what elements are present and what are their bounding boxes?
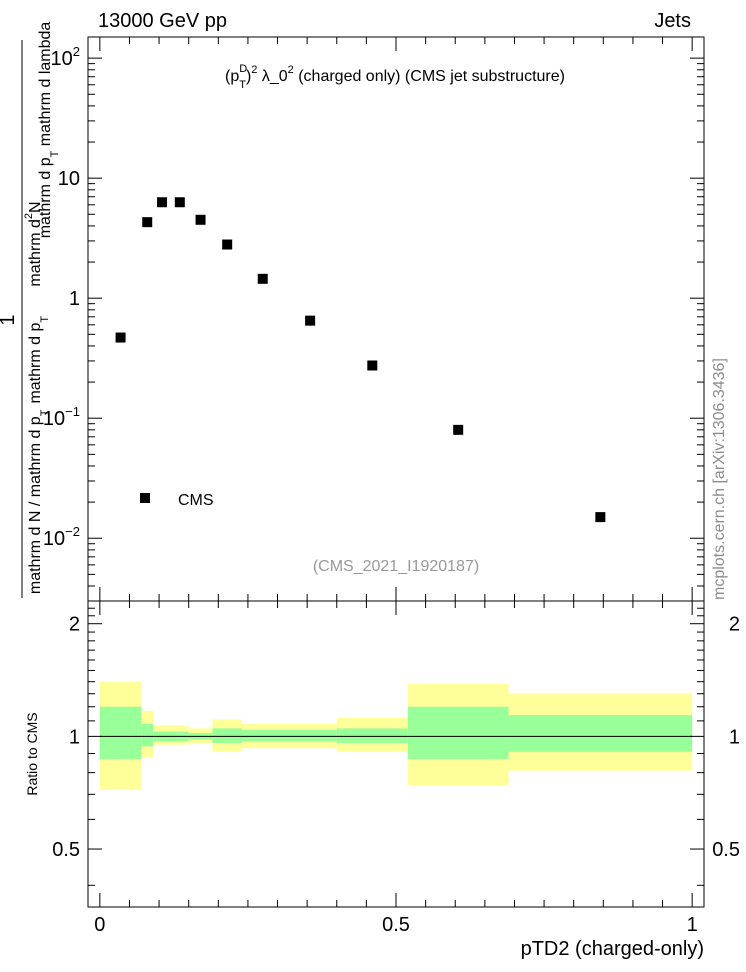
ratio-y-tick-label-left: 0.5	[52, 839, 80, 861]
cms-data-point-7	[305, 315, 316, 326]
mcplots-side-label: mcplots.cern.ch [arXiv:1306.3436]	[711, 358, 728, 600]
ratio-x-tick-label: 1	[687, 914, 698, 936]
stat-uncertainty-band-6	[336, 728, 408, 744]
main-y-ticks: 102 10 1 10−1 10−2	[43, 44, 704, 602]
cms-data-point-4	[195, 214, 206, 225]
cms-data-point-9	[453, 424, 464, 435]
ratio-y-tick-label-right: 1	[729, 726, 740, 748]
stat-uncertainty-band-8	[508, 715, 693, 752]
ratio-uncertainty-bands	[99, 681, 693, 790]
analysis-id-label: (CMS_2021_I1920187)	[313, 558, 479, 575]
main-y-tick-label: 10−2	[43, 524, 80, 550]
stat-uncertainty-band-1	[141, 723, 154, 747]
cms-data-point-2	[157, 197, 168, 208]
ratio-x-tick-label: 0.5	[382, 914, 410, 936]
cms-data-point-10	[595, 512, 606, 523]
main-y-tick-label: 10−1	[43, 404, 80, 430]
ratio-y-axis-label: Ratio to CMS	[24, 712, 40, 795]
main-y-label-numerator: mathrm d2N	[23, 201, 44, 286]
main-y-tick-label: 102	[51, 44, 80, 70]
stat-uncertainty-band-5	[242, 729, 337, 742]
stat-uncertainty-band-7	[407, 706, 509, 760]
stat-uncertainty-band-4	[212, 728, 242, 744]
main-y-axis-label: 1 mathrm d2N mathrm d pT mathrm d lambda…	[0, 22, 61, 598]
cms-data-point-5	[222, 239, 233, 250]
cms-data-point-1	[142, 217, 153, 228]
main-plot-title: (pD T)2 λ_02 (charged only) (CMS jet subs…	[225, 63, 565, 91]
cms-data-points	[115, 197, 606, 523]
legend-marker-cms	[140, 493, 150, 503]
ratio-x-tick-label: 0	[94, 914, 105, 936]
legend-label-cms: CMS	[178, 492, 214, 509]
legend: CMS	[140, 492, 214, 509]
header-process-label: Jets	[654, 10, 691, 32]
main-plot-frame	[87, 36, 705, 602]
main-y-label-inner-denominator: mathrm d pT mathrm d lambda	[37, 22, 61, 239]
ratio-y-tick-label-left: 2	[69, 614, 80, 636]
cms-data-point-8	[367, 360, 378, 371]
main-y-label-left-numerator: 1	[0, 314, 19, 325]
stat-uncertainty-band-0	[99, 706, 142, 760]
cms-data-point-3	[174, 197, 185, 208]
ratio-y-ticks: 2 2 1 1 0.5 0.5	[52, 600, 740, 886]
ratio-x-ticks: 0 0.5 1	[94, 601, 698, 936]
cms-data-point-0	[115, 332, 126, 343]
ratio-y-tick-label-right: 0.5	[712, 839, 740, 861]
main-y-tick-label: 1	[69, 288, 80, 310]
main-y-tick-label: 10	[58, 168, 80, 190]
x-axis-label: pTD2 (charged-only)	[521, 938, 704, 960]
ratio-y-tick-label-left: 1	[69, 726, 80, 748]
cms-data-point-6	[257, 273, 268, 284]
ratio-y-tick-label-right: 2	[729, 614, 740, 636]
header-energy-label: 13000 GeV pp	[98, 10, 227, 32]
main-x-ticks	[99, 37, 693, 601]
main-y-label-left-denominator: mathrm d N / mathrm d pTmathrm d pT	[27, 316, 51, 594]
